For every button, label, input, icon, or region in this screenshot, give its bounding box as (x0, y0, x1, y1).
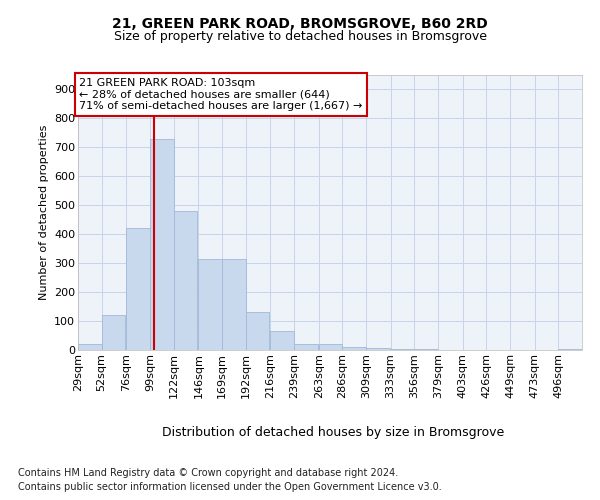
Text: Size of property relative to detached houses in Bromsgrove: Size of property relative to detached ho… (113, 30, 487, 43)
Text: Contains HM Land Registry data © Crown copyright and database right 2024.: Contains HM Land Registry data © Crown c… (18, 468, 398, 477)
Y-axis label: Number of detached properties: Number of detached properties (38, 125, 49, 300)
Bar (222, 259, 245, 350)
Bar (391, 348, 415, 350)
Bar (199, 259, 222, 350)
Bar (366, 348, 389, 350)
Text: Contains public sector information licensed under the Open Government Licence v3: Contains public sector information licen… (18, 482, 442, 492)
Bar (319, 344, 343, 350)
Bar (294, 344, 317, 350)
Bar (127, 228, 150, 350)
Bar (343, 347, 366, 350)
Bar (173, 211, 197, 350)
Bar (559, 348, 582, 350)
Bar (78, 344, 101, 350)
Bar (101, 316, 125, 350)
Text: Distribution of detached houses by size in Bromsgrove: Distribution of detached houses by size … (162, 426, 504, 439)
Text: 21, GREEN PARK ROAD, BROMSGROVE, B60 2RD: 21, GREEN PARK ROAD, BROMSGROVE, B60 2RD (112, 18, 488, 32)
Bar (271, 331, 294, 350)
Bar (415, 349, 438, 350)
Text: 21 GREEN PARK ROAD: 103sqm
← 28% of detached houses are smaller (644)
71% of sem: 21 GREEN PARK ROAD: 103sqm ← 28% of deta… (79, 78, 362, 111)
Bar (245, 312, 269, 350)
Bar (150, 138, 173, 350)
